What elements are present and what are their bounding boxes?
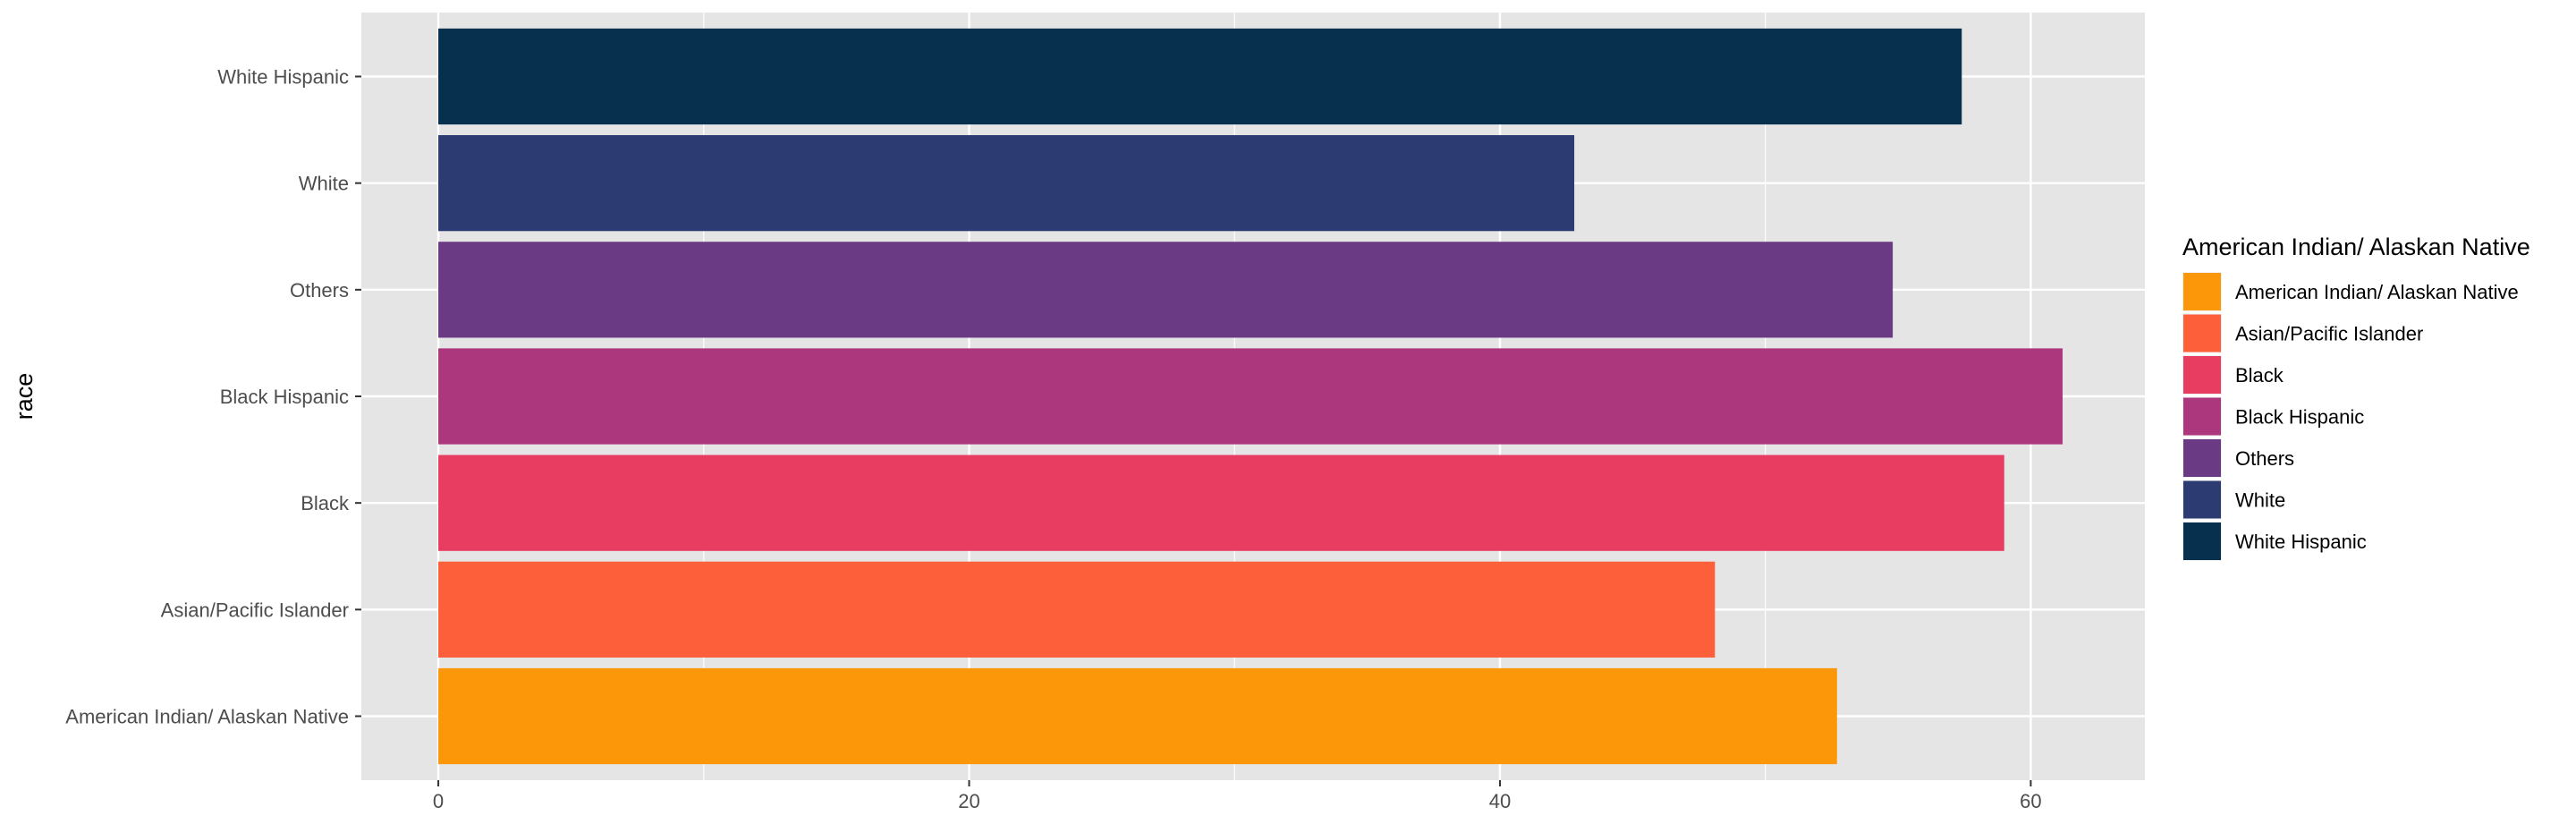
legend: American Indian/ Alaskan Native Asian/Pac… bbox=[2182, 272, 2519, 561]
y-tick-label: Black bbox=[301, 492, 350, 514]
legend-swatch bbox=[2183, 397, 2221, 436]
bars bbox=[438, 28, 2063, 765]
y-axis-title: race bbox=[11, 373, 38, 420]
x-tick-label: 40 bbox=[1489, 790, 1511, 812]
x-tick-label: 60 bbox=[2020, 790, 2041, 812]
bar bbox=[438, 561, 1716, 658]
legend-swatch bbox=[2183, 439, 2221, 477]
legend-title: American Indian/ Alaskan Native bbox=[2182, 234, 2530, 260]
bar bbox=[438, 348, 2063, 445]
legend-swatch bbox=[2183, 314, 2221, 353]
x-axis: 0 20 40 60 bbox=[433, 780, 2042, 812]
y-axis: American Indian/ Alaskan Native Asian/Pac… bbox=[65, 66, 361, 728]
legend-label: Black Hispanic bbox=[2235, 406, 2364, 429]
legend-label: American Indian/ Alaskan Native bbox=[2235, 281, 2519, 303]
legend-label: Asian/Pacific Islander bbox=[2235, 323, 2423, 345]
legend-label: Black bbox=[2235, 364, 2284, 387]
legend-swatch bbox=[2183, 480, 2221, 519]
y-tick-label: Black Hispanic bbox=[220, 386, 349, 408]
y-tick-label: Others bbox=[290, 279, 349, 302]
y-tick-label: American Indian/ Alaskan Native bbox=[65, 706, 349, 728]
legend-swatch bbox=[2183, 273, 2221, 310]
x-tick-label: 20 bbox=[958, 790, 979, 812]
legend-label: Others bbox=[2235, 447, 2294, 470]
legend-label: White bbox=[2235, 489, 2285, 512]
legend-swatch bbox=[2183, 522, 2221, 560]
y-tick-label: White Hispanic bbox=[217, 66, 349, 89]
y-tick-label: Asian/Pacific Islander bbox=[161, 599, 349, 621]
legend-swatch bbox=[2183, 356, 2221, 394]
legend-label: White Hispanic bbox=[2235, 531, 2367, 553]
bar bbox=[438, 454, 2004, 551]
x-tick-label: 0 bbox=[433, 790, 444, 812]
bar bbox=[438, 667, 1837, 765]
bar bbox=[438, 28, 1962, 125]
bar bbox=[438, 242, 1894, 338]
bar bbox=[438, 135, 1575, 232]
y-tick-label: White bbox=[299, 173, 349, 195]
